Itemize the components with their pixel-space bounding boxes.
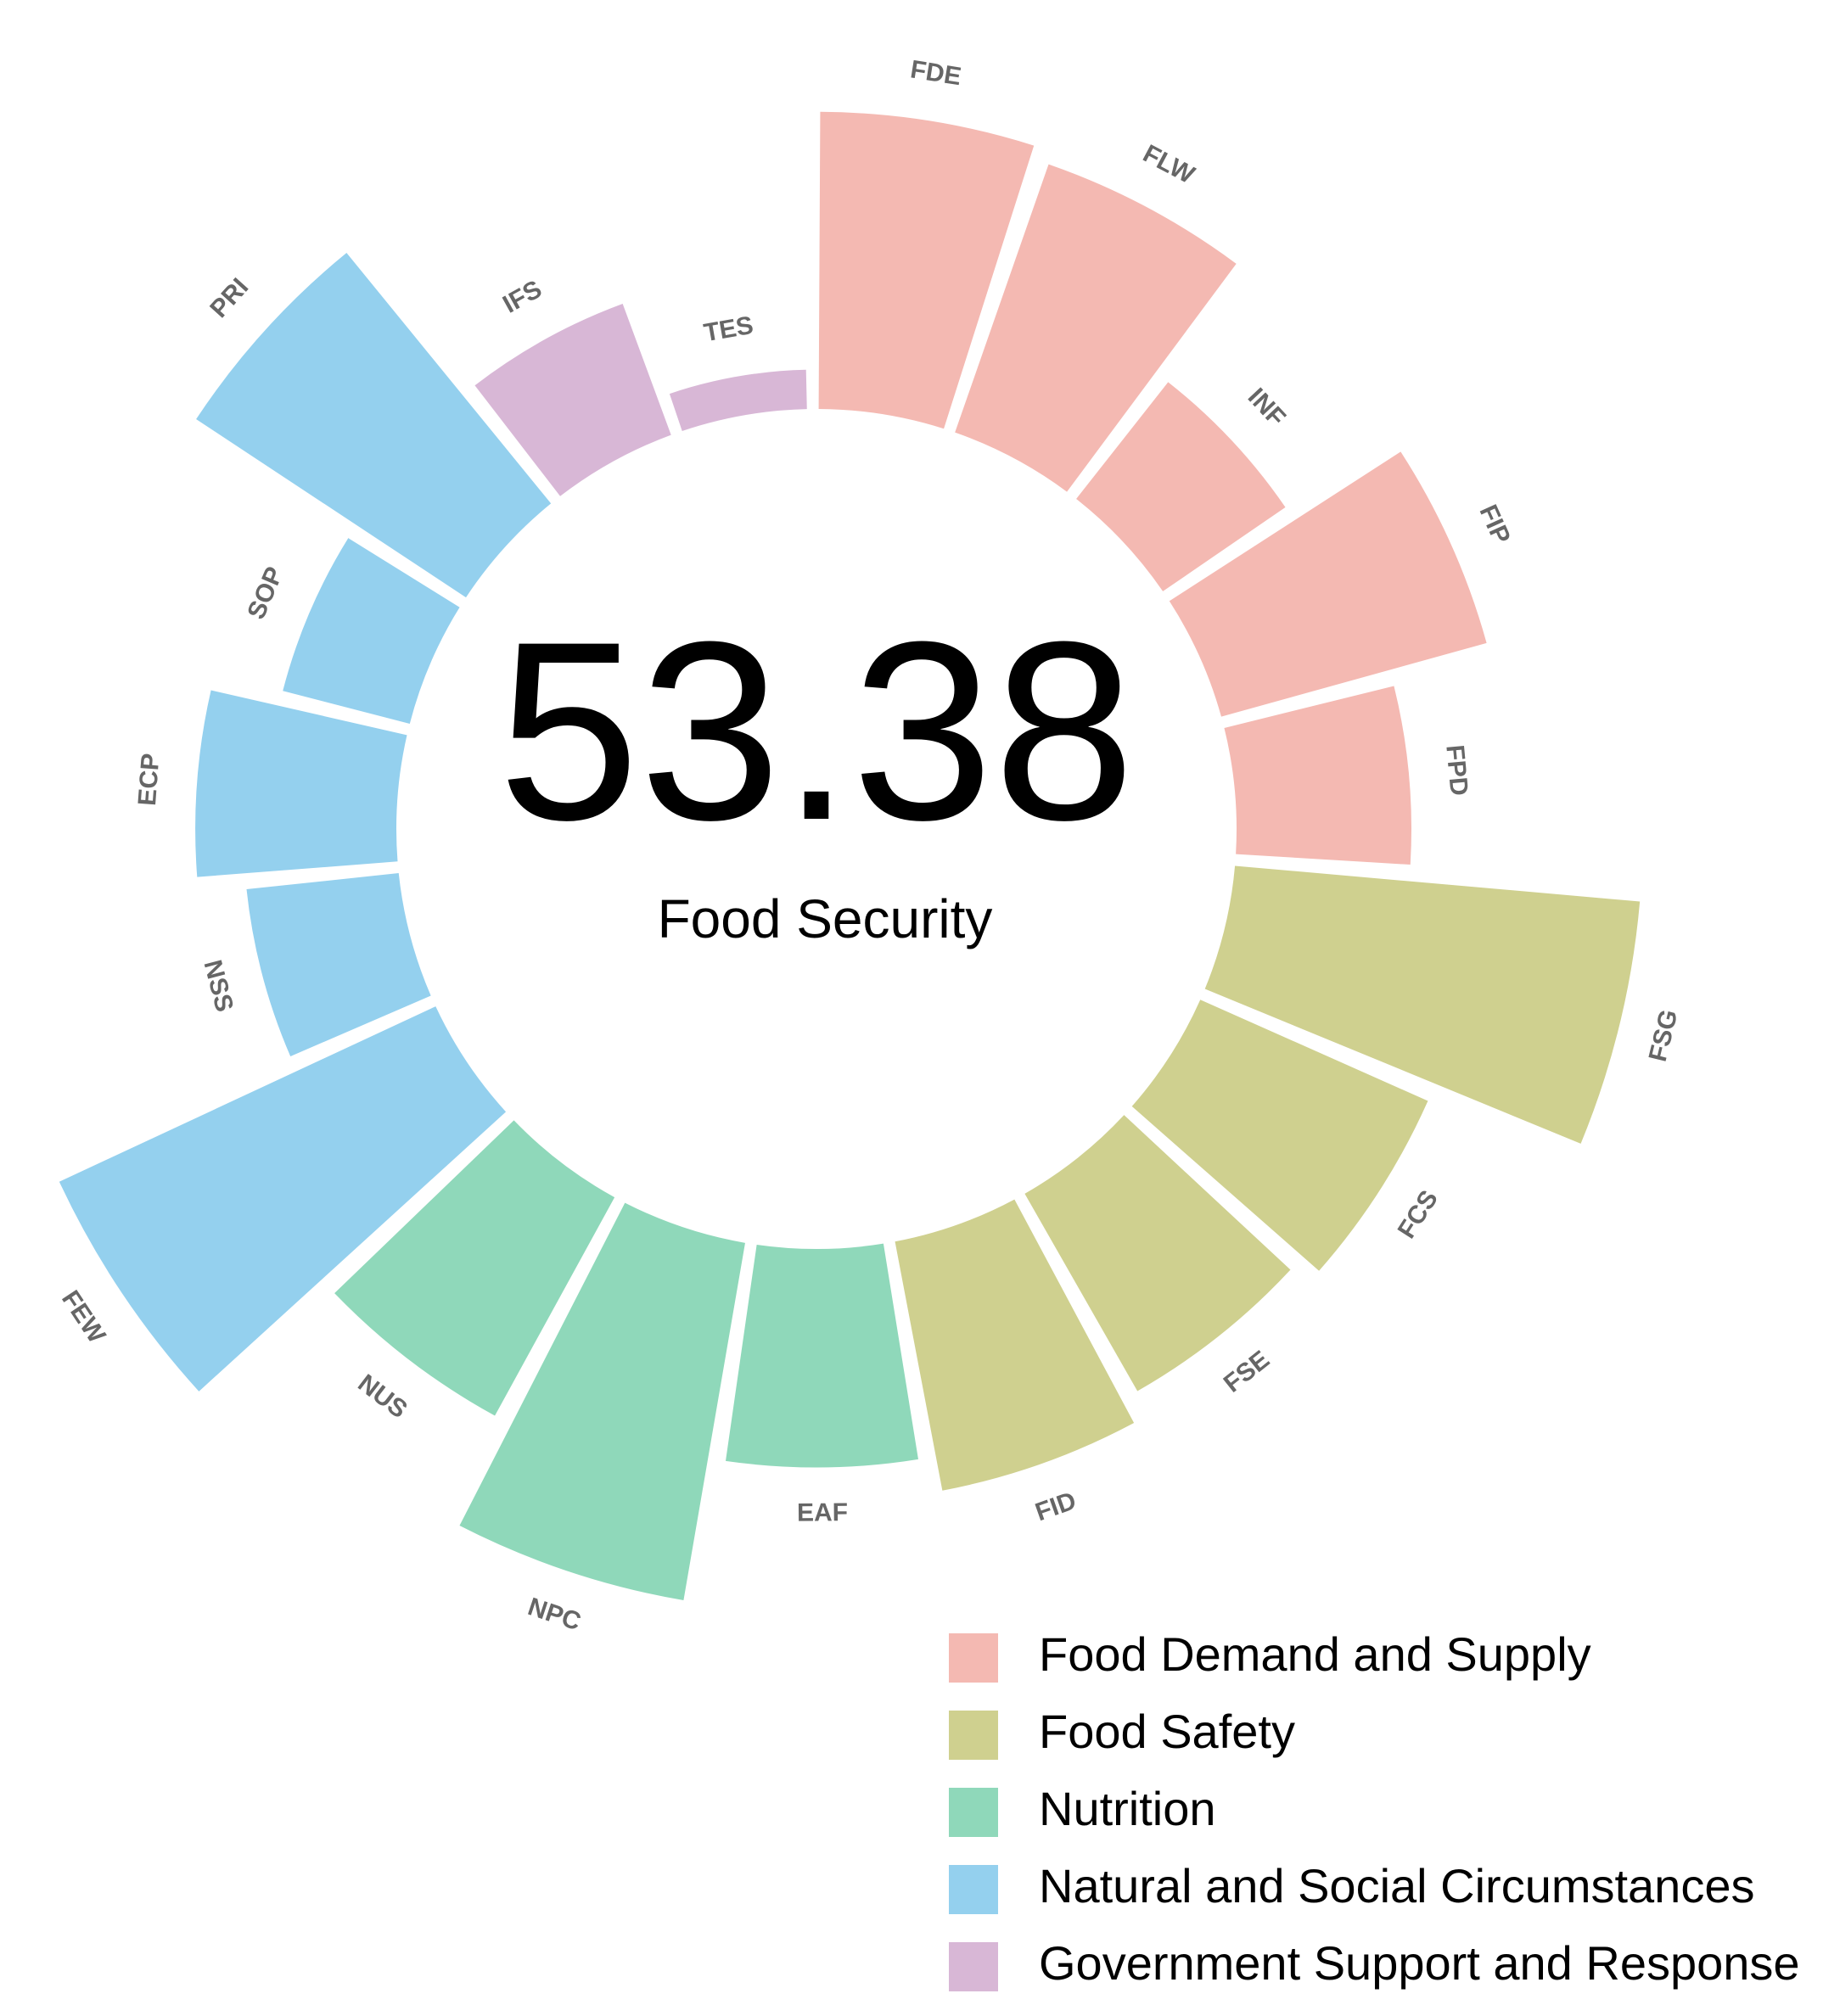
bar-label-nss: NSS xyxy=(198,957,238,1015)
bar-label-pri: PRI xyxy=(205,273,254,323)
bar-label-fcs: FCS xyxy=(1393,1185,1444,1243)
bar-label-inf: INF xyxy=(1243,383,1291,432)
legend-label-1: Food Safety xyxy=(1039,1705,1295,1758)
legend-label-2: Nutrition xyxy=(1039,1782,1216,1835)
bar-label-fsg: FSG xyxy=(1644,1007,1684,1065)
bar-label-fid: FID xyxy=(1032,1487,1080,1526)
bar-inf xyxy=(1076,382,1286,591)
bar-ifs xyxy=(474,303,671,496)
bar-label-sop: SOP xyxy=(242,563,289,623)
center-caption: Food Security xyxy=(658,888,993,949)
legend: Food Demand and Supply Food Safety Nutriti… xyxy=(949,1627,1800,1991)
bar-tes xyxy=(669,369,807,431)
legend-label-3: Natural and Social Circumstances xyxy=(1039,1859,1754,1912)
bar-label-few: FEW xyxy=(56,1285,111,1348)
bar-nss xyxy=(246,873,431,1057)
bars-group xyxy=(59,111,1641,1601)
bar-fid xyxy=(895,1199,1135,1491)
bar-label-fpd: FPD xyxy=(1440,743,1473,797)
bar-fpd xyxy=(1224,686,1412,865)
bar-eaf xyxy=(726,1243,918,1468)
bar-ecp xyxy=(195,690,407,877)
legend-label-0: Food Demand and Supply xyxy=(1039,1627,1591,1681)
bar-fse xyxy=(1024,1115,1291,1392)
bar-fde xyxy=(818,111,1035,429)
bar-label-fse: FSE xyxy=(1219,1346,1275,1398)
bar-label-ifs: IFS xyxy=(498,275,547,318)
bar-fip xyxy=(1169,451,1487,717)
bar-label-eaf: EAF xyxy=(797,1498,848,1527)
bar-fcs xyxy=(1131,1000,1428,1271)
bar-nus xyxy=(334,1120,615,1416)
bar-label-ecp: ECP xyxy=(133,753,165,807)
legend-swatch-2 xyxy=(949,1788,998,1837)
bar-label-nus: NUS xyxy=(352,1369,412,1425)
legend-swatch-0 xyxy=(949,1633,998,1683)
legend-swatch-1 xyxy=(949,1711,998,1760)
bar-label-npc: NPC xyxy=(525,1593,585,1636)
legend-label-4: Government Support and Response xyxy=(1039,1936,1800,1990)
bar-label-fde: FDE xyxy=(908,55,962,91)
bar-label-fip: FIP xyxy=(1474,501,1516,548)
bar-few xyxy=(59,1006,507,1392)
legend-swatch-3 xyxy=(949,1865,998,1914)
bar-label-tes: TES xyxy=(702,311,755,348)
bar-pri xyxy=(196,253,552,598)
bar-npc xyxy=(459,1202,745,1601)
bar-fsg xyxy=(1204,865,1641,1144)
center-value: 53.38 xyxy=(498,588,1136,873)
bar-flw xyxy=(955,164,1237,492)
bar-sop xyxy=(283,538,460,724)
bar-label-flw: FLW xyxy=(1138,139,1199,189)
legend-swatch-4 xyxy=(949,1942,998,1991)
